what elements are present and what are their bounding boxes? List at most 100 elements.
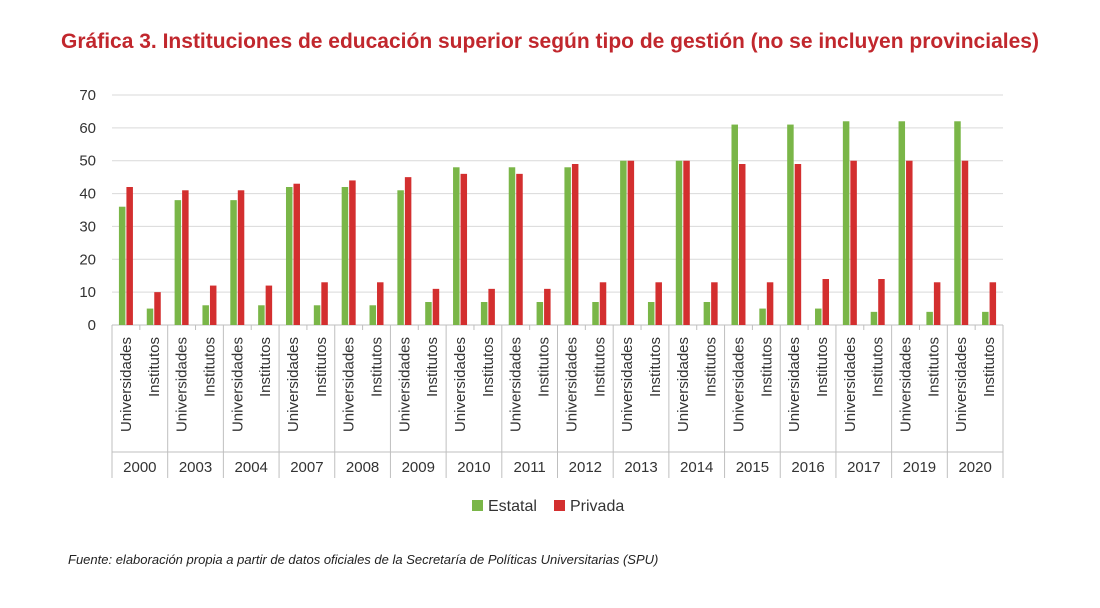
bar-chart: 0 10 20 30 40 50 60 70 Universidades Institutos 2…: [79, 87, 1004, 515]
x-year-label: 2011: [514, 459, 546, 476]
bar-estatal: [146, 308, 154, 325]
bar-estatal: [230, 200, 237, 325]
x-subcategory-label: Universidades: [953, 337, 970, 432]
bar-estatal: [982, 311, 989, 325]
x-year-label: 2013: [624, 459, 657, 476]
bar-estatal: [815, 308, 822, 325]
bar-privada: [961, 160, 969, 325]
bar-estatal: [480, 302, 488, 325]
x-subcategory-label: Institutos: [424, 337, 441, 397]
x-subcategory-label: Universidades: [619, 337, 636, 432]
bar-privada: [182, 190, 189, 325]
source-note: Fuente: elaboración propia a partir de d…: [68, 552, 659, 567]
bar-privada: [377, 282, 384, 325]
x-subcategory-label: Universidades: [174, 337, 191, 432]
x-subcategory-label: Universidades: [842, 337, 859, 432]
x-year-label: 2004: [235, 459, 268, 476]
bar-estatal: [425, 302, 432, 325]
bar-estatal: [703, 302, 711, 325]
bar-privada: [126, 187, 133, 325]
bar-privada: [571, 164, 579, 325]
bar-privada: [627, 160, 635, 325]
y-tick-label: 20: [79, 251, 96, 268]
x-year-label: 2000: [123, 459, 156, 476]
bar-estatal: [258, 305, 265, 325]
bar-estatal: [675, 160, 683, 325]
x-subcategory-label: Universidades: [229, 337, 246, 432]
x-subcategory-label: Universidades: [285, 337, 302, 432]
x-year-label: 2003: [179, 459, 212, 476]
bar-privada: [432, 288, 440, 325]
x-subcategory-label: Institutos: [591, 337, 608, 397]
x-subcategory-label: Institutos: [480, 337, 497, 397]
bar-estatal: [592, 302, 599, 325]
x-subcategory-label: Institutos: [146, 337, 163, 397]
x-subcategory-label: Institutos: [981, 337, 998, 397]
y-tick-label: 0: [88, 317, 96, 334]
bar-estatal: [341, 187, 349, 325]
x-subcategory-label: Universidades: [563, 337, 580, 432]
y-tick-label: 40: [79, 186, 96, 203]
bar-estatal: [870, 311, 878, 325]
bar-privada: [655, 282, 662, 325]
bar-privada: [404, 177, 412, 325]
bars: [118, 121, 997, 326]
bar-estatal: [954, 121, 961, 326]
gridlines: [112, 94, 1003, 326]
x-subcategory-label: Universidades: [508, 337, 525, 432]
bar-privada: [488, 288, 495, 325]
x-subcategory-label: Institutos: [758, 337, 775, 397]
legend-label-privada: Privada: [570, 498, 624, 515]
bar-privada: [989, 282, 997, 325]
bar-privada: [683, 160, 690, 325]
y-tick-label: 10: [79, 284, 96, 301]
bar-privada: [293, 183, 300, 325]
bar-privada: [460, 173, 468, 325]
bar-estatal: [647, 302, 655, 325]
y-tick-label: 30: [79, 218, 96, 235]
x-subcategory-label: Institutos: [814, 337, 831, 397]
bar-privada: [237, 190, 245, 325]
legend: Estatal Privada: [472, 498, 624, 515]
x-subcategory-label: Universidades: [452, 337, 469, 432]
bar-estatal: [285, 187, 293, 325]
x-subcategory-label: Institutos: [369, 337, 386, 397]
y-axis: 0 10 20 30 40 50 60 70: [79, 87, 96, 334]
chart-title: Gráfica 3. Instituciones de educación su…: [61, 30, 1039, 53]
x-subcategory-label: Institutos: [703, 337, 720, 397]
bar-estatal: [759, 308, 766, 325]
bar-estatal: [313, 305, 321, 325]
x-subcategory-label: Institutos: [201, 337, 218, 397]
bar-privada: [933, 282, 941, 325]
bar-privada: [544, 288, 551, 325]
x-subcategory-label: Institutos: [313, 337, 330, 397]
bar-estatal: [397, 190, 404, 325]
bar-privada: [906, 160, 913, 325]
y-tick-label: 70: [79, 87, 96, 104]
bar-estatal: [369, 305, 377, 325]
x-subcategory-label: Institutos: [925, 337, 942, 397]
x-year-label: 2008: [346, 459, 379, 476]
bar-estatal: [202, 305, 209, 325]
bar-privada: [154, 292, 161, 325]
y-tick-label: 60: [79, 120, 96, 137]
x-year-label: 2020: [958, 459, 991, 476]
x-year-label: 2012: [569, 459, 602, 476]
bar-privada: [878, 279, 885, 325]
legend-swatch-privada: [554, 500, 565, 511]
bar-estatal: [787, 124, 794, 325]
x-year-label: 2007: [290, 459, 323, 476]
x-subcategory-label: Universidades: [898, 337, 915, 432]
x-year-label: 2014: [680, 459, 713, 476]
x-year-label: 2009: [402, 459, 435, 476]
x-subcategory-label: Universidades: [675, 337, 692, 432]
legend-swatch-estatal: [472, 500, 483, 511]
bar-privada: [265, 285, 273, 325]
x-year-label: 2017: [847, 459, 880, 476]
bar-privada: [766, 282, 774, 325]
bar-privada: [738, 164, 746, 325]
bar-estatal: [620, 160, 627, 325]
bar-estatal: [842, 121, 850, 326]
bar-privada: [349, 180, 356, 325]
legend-label-estatal: Estatal: [488, 498, 537, 515]
